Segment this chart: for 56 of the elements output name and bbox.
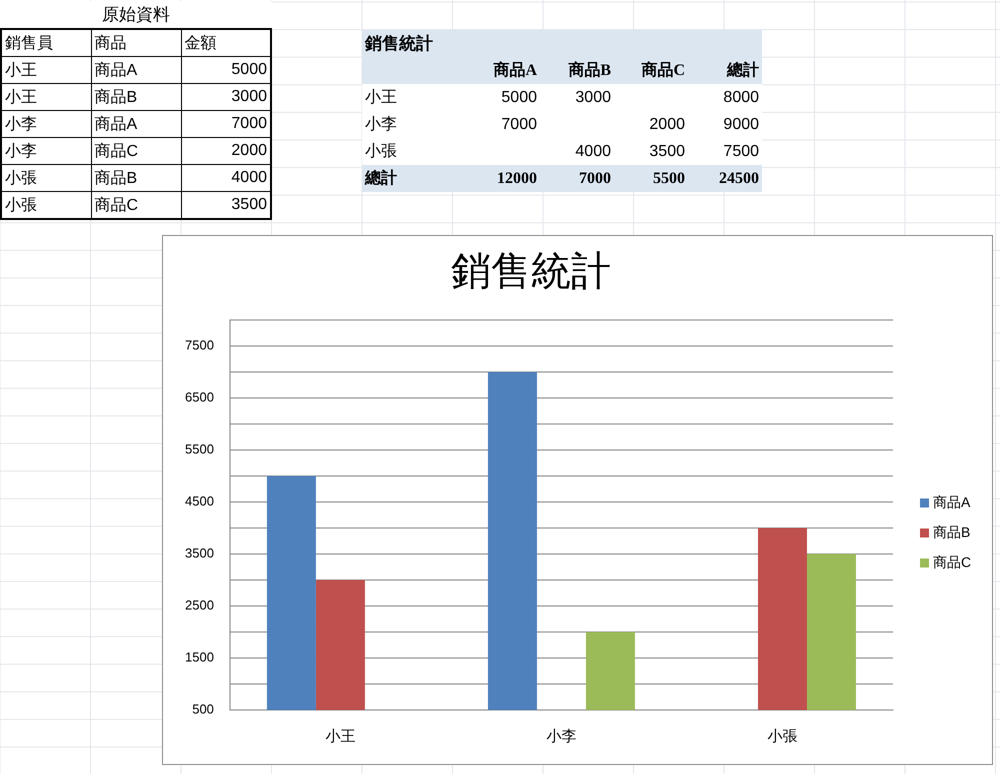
y-tick-label: 7500: [185, 338, 214, 353]
y-tick-label: 2500: [185, 598, 214, 613]
text: 小王: [1, 84, 91, 110]
data-label: 4000: [574, 142, 612, 162]
x-tick-label: 總計: [726, 60, 760, 81]
data-label: 24500: [718, 168, 760, 188]
category-label: 銷售員: [1, 29, 91, 56]
y-tick-label: 小李: [364, 114, 398, 135]
chart-title: 銷售統計: [451, 248, 611, 294]
data-label: 7500: [722, 142, 760, 162]
legend-label: 商品B: [933, 524, 970, 540]
text: 5000: [181, 56, 271, 84]
y-tick-label: 5500: [185, 442, 214, 457]
data-label: 3000: [574, 88, 612, 108]
y-tick-label: 6500: [185, 390, 214, 405]
y-tick-label: 小張: [364, 142, 398, 162]
text: 3000: [181, 84, 271, 110]
data-label: 5000: [500, 88, 538, 108]
text: 小李: [1, 110, 91, 138]
x-tick-label: 小李: [546, 728, 576, 746]
text: 小李: [1, 138, 91, 164]
category-label: 商品: [91, 29, 181, 56]
text: 商品C: [91, 192, 181, 219]
text: 7000: [181, 110, 271, 138]
x-tick-label: 商品A: [492, 60, 538, 81]
data-label: 5500: [652, 168, 686, 188]
y-tick-label: 1500: [185, 650, 214, 665]
data-label: 9000: [722, 114, 760, 134]
x-tick-label: 商品C: [640, 60, 686, 81]
y-tick-label: 3500: [185, 546, 214, 561]
data-label: 12000: [496, 168, 538, 188]
y-tick-label: 500: [192, 702, 214, 717]
text: 4000: [181, 164, 271, 192]
category-label: 金額: [181, 29, 271, 56]
data-label: 7000: [578, 168, 612, 188]
data-label: 3500: [648, 142, 686, 162]
data-label: 7000: [500, 114, 538, 134]
legend-label: 商品A: [933, 494, 971, 510]
text: 小張: [1, 164, 91, 192]
text: 商品B: [91, 164, 181, 192]
legend-label: 商品C: [933, 554, 972, 570]
y-tick-label: 4500: [185, 494, 214, 509]
text: 小張: [1, 192, 91, 219]
y-tick-label: 小王: [364, 88, 398, 108]
text: 原始資料: [0, 1, 272, 28]
x-tick-label: 小張: [767, 728, 798, 746]
data-label: 8000: [722, 88, 760, 108]
text: 商品B: [91, 84, 181, 110]
text: 商品C: [91, 138, 181, 164]
x-tick-label: 商品B: [567, 60, 612, 81]
y-tick-label: 總計: [364, 168, 398, 189]
x-tick-label: 小王: [325, 728, 356, 746]
chart-title: 銷售統計: [364, 33, 434, 55]
data-label: 2000: [648, 114, 686, 134]
text: 2000: [181, 138, 271, 164]
text: 商品A: [91, 110, 181, 138]
